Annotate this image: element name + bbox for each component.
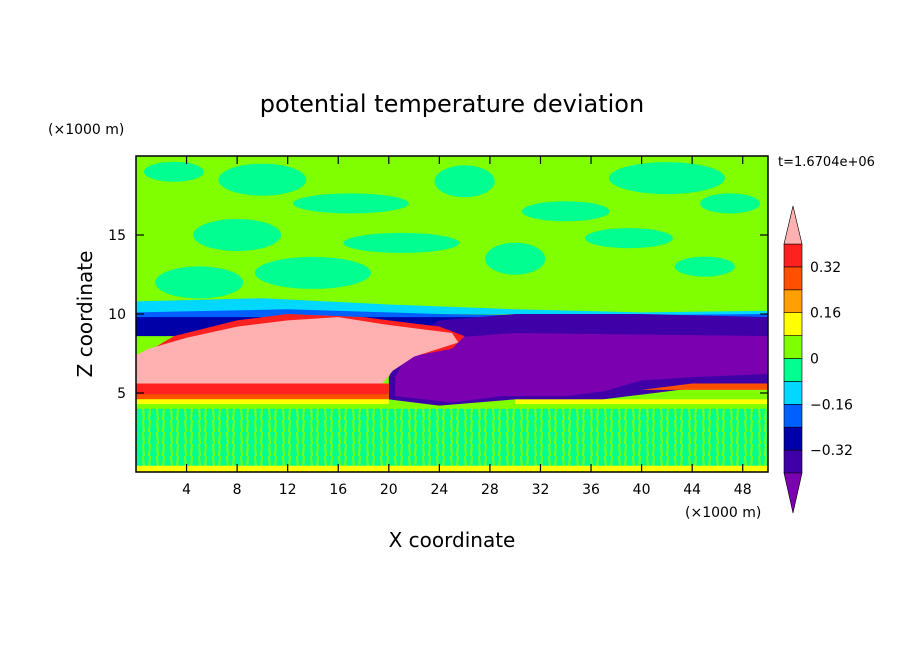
x-tick-label: 20 <box>380 482 398 498</box>
x-axis-label: X coordinate <box>389 528 516 552</box>
contour-patch <box>254 256 371 289</box>
surface-layer <box>136 465 768 472</box>
contour-patch <box>700 193 761 214</box>
colorbar-tick-label: 0 <box>810 352 819 368</box>
contour-patch <box>608 162 725 195</box>
colorbar-swatch <box>783 266 803 291</box>
x-tick-label: 4 <box>182 482 191 498</box>
y-tick-label: 5 <box>117 386 126 402</box>
colorbar-swatch <box>783 289 803 313</box>
colorbar-tick-label: 0.32 <box>810 260 841 276</box>
contour-patch <box>584 228 673 249</box>
contour-patch <box>434 165 495 198</box>
contour-patch <box>521 201 610 222</box>
x-tick-label: 8 <box>233 482 242 498</box>
x-tick-label: 32 <box>532 482 550 498</box>
y-unit-label: (×1000 m) <box>48 122 124 138</box>
colorbar-swatch <box>783 403 803 428</box>
x-tick-label: 44 <box>683 482 701 498</box>
colorbar-swatch <box>783 335 803 359</box>
y-tick-label: 15 <box>108 228 126 244</box>
warm-band-right <box>641 383 768 390</box>
x-tick-label: 24 <box>430 482 448 498</box>
colorbar-tick-label: 0.16 <box>810 306 841 322</box>
x-tick-label: 48 <box>734 482 752 498</box>
contour-patch <box>674 256 735 277</box>
colorbar-extend-max <box>783 205 803 245</box>
colorbar-swatch <box>783 449 803 474</box>
x-unit-label: (×1000 m) <box>685 505 761 521</box>
colorbar-swatch <box>783 358 803 382</box>
colorbar-swatch <box>783 243 803 268</box>
time-label: t=1.6704e+06 <box>778 155 875 170</box>
x-tick-label: 12 <box>279 482 297 498</box>
x-tick-label: 28 <box>481 482 499 498</box>
colorbar-swatch <box>783 381 803 405</box>
plot-area <box>136 156 768 472</box>
colorbar-tick-label: −0.16 <box>810 397 853 413</box>
y-axis-label: Z coordinate <box>73 251 97 378</box>
y-axis: 5 10 15 <box>108 228 768 402</box>
y-tick-label: 10 <box>108 307 126 323</box>
x-axis: 4 8 12 16 20 24 28 32 36 40 44 48 <box>182 156 752 498</box>
warm-band-orange <box>136 394 389 400</box>
contour-patch <box>343 232 460 253</box>
warm-band-yellow <box>136 399 389 405</box>
contour-patch <box>218 163 307 196</box>
chart-title: potential temperature deviation <box>260 90 644 118</box>
colorbar-swatch <box>783 312 803 336</box>
cold-anomaly-core <box>395 332 768 403</box>
colorbar-swatch <box>783 426 803 451</box>
contour-patch <box>485 242 546 275</box>
colorbar: 0.32 0.16 0 −0.16 −0.32 <box>783 205 853 514</box>
contour-patch <box>292 193 409 214</box>
contour-patch <box>155 266 244 299</box>
x-tick-label: 36 <box>582 482 600 498</box>
warm-band-red <box>136 383 389 395</box>
contour-patch <box>143 161 204 182</box>
colorbar-tick-label: −0.32 <box>810 443 853 459</box>
warm-anomaly-core <box>136 317 459 384</box>
boundary-layer <box>136 408 768 472</box>
contour-patch <box>193 219 282 251</box>
x-tick-label: 40 <box>633 482 651 498</box>
colorbar-extend-min <box>783 472 803 514</box>
warm-band-yellow-right <box>515 399 768 405</box>
x-tick-label: 16 <box>329 482 347 498</box>
